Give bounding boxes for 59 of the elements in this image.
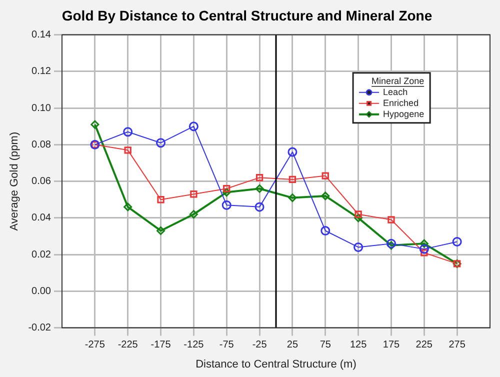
x-tick-label: 75: [320, 340, 332, 351]
point: [222, 188, 231, 197]
x-tick-label: -275: [84, 340, 106, 351]
y-tick-label: 0.04: [32, 212, 52, 224]
x-tick-label: 225: [416, 340, 433, 351]
y-tick-label: 0.12: [32, 66, 52, 78]
x-tick-label: 125: [350, 340, 368, 351]
point: [188, 122, 198, 132]
point: [255, 184, 264, 193]
point: [288, 147, 298, 157]
point: [124, 202, 132, 212]
point: [157, 196, 164, 204]
y-tick-label: 0.00: [32, 286, 52, 297]
x-tick-label: -125: [184, 340, 204, 351]
point: [354, 242, 364, 252]
x-axis-title: Distance to Central Structure (m): [196, 358, 356, 370]
point: [189, 210, 198, 219]
point: [222, 200, 232, 210]
point: [320, 226, 330, 236]
y-tick-label: 0.08: [32, 139, 52, 150]
point: [123, 127, 133, 137]
y-tick-label: 0.14: [32, 30, 52, 41]
point: [420, 249, 428, 256]
x-tick-label: -225: [118, 340, 138, 351]
y-tick-label: -0.02: [28, 322, 52, 334]
point: [288, 194, 297, 202]
point: [288, 176, 296, 184]
x-tick-label: 175: [382, 340, 400, 351]
point: [419, 244, 429, 254]
point: [156, 226, 166, 235]
point: [420, 239, 428, 248]
y-tick-label: 0.06: [32, 176, 52, 188]
point: [156, 138, 166, 148]
x-tick-label: 25: [286, 340, 298, 351]
point: [386, 241, 396, 250]
x-tick-label: -75: [219, 340, 234, 351]
point: [256, 174, 264, 182]
x-tick-label: -25: [252, 340, 268, 351]
point: [321, 192, 330, 200]
legend-label: Leach: [383, 86, 408, 97]
point: [124, 146, 132, 154]
point: [254, 202, 264, 212]
point: [452, 236, 462, 246]
point: [190, 190, 198, 198]
legend-title: Mineral Zone: [372, 76, 424, 86]
y-tick-label: 0.02: [32, 249, 52, 260]
chart-title: Gold By Distance to Central Structure and Mineral Zone: [62, 7, 432, 24]
point: [388, 216, 395, 224]
y-axis-title: Average Gold (ppm): [8, 132, 21, 231]
point: [354, 210, 362, 218]
legend-label: Enriched: [383, 98, 419, 108]
point: [354, 214, 363, 222]
x-tick-label: -175: [150, 340, 172, 351]
point: [90, 120, 100, 129]
legend-label: Hypogene: [383, 108, 424, 119]
point: [223, 185, 230, 192]
point: [322, 172, 329, 180]
x-tick-label: 275: [448, 340, 466, 351]
y-tick-label: 0.10: [32, 102, 52, 114]
